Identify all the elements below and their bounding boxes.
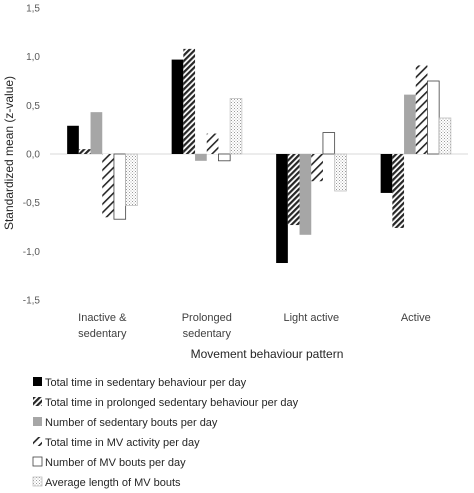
bar-white: [322, 132, 336, 155]
y-axis-ticks: -1,5 -1,0 -0,5 0,0 0,5 1,0 1,5: [23, 4, 41, 307]
y-tick-label: 1,5: [26, 4, 40, 15]
y-tick-label: 0,5: [26, 101, 40, 112]
bar-dense-diagonal: [392, 154, 405, 228]
bar-wide-diagonal: [311, 154, 323, 182]
bar-gray: [299, 154, 312, 235]
category-label: Light active: [283, 312, 339, 324]
bar-solid: [380, 154, 393, 193]
legend-swatch-dotted: [32, 476, 43, 487]
bar-wide-diagonal: [206, 133, 219, 154]
y-tick-label: -1,5: [23, 296, 41, 307]
y-tick-label: -1,0: [23, 247, 41, 258]
legend-label: Number of MV bouts per day: [45, 457, 186, 469]
y-tick-label: -0,5: [23, 198, 41, 209]
legend-label: Number of sedentary bouts per day: [45, 417, 218, 429]
category-label: sedentary: [78, 328, 127, 340]
bar-white: [218, 153, 231, 162]
category-label: Prolonged: [182, 312, 232, 324]
bar-white: [113, 153, 127, 220]
bar-dense-diagonal: [287, 154, 300, 226]
legend-swatch-dense-diagonal: [33, 397, 42, 406]
bar-gray: [404, 94, 416, 154]
legend-label: Total time in prolonged sedentary behavi…: [45, 397, 299, 409]
legend-label: Total time in sedentary behaviour per da…: [45, 377, 247, 389]
bar-gray: [90, 112, 103, 154]
y-axis-title: Standardized mean (z-value): [2, 76, 16, 230]
category-label: sedentary: [183, 328, 232, 340]
category-labels: Inactive & sedentary Prolonged sedentary Lig…: [78, 312, 431, 340]
legend-label: Total time in MV activity per day: [45, 437, 200, 449]
bar-dense-diagonal: [78, 149, 91, 154]
bar-gray: [195, 154, 207, 161]
bar-solid: [276, 154, 288, 264]
legend-swatch-white: [32, 456, 43, 467]
bar-dense-diagonal: [183, 48, 196, 154]
legend-swatch-gray: [33, 417, 42, 426]
bar-wide-diagonal: [415, 65, 428, 154]
bar-wide-diagonal: [102, 154, 114, 218]
bar-dotted: [438, 117, 452, 155]
bar-solid: [67, 125, 79, 154]
legend: Total time in sedentary behaviour per da…: [32, 377, 299, 489]
bar-dotted: [125, 153, 138, 206]
bar-dotted: [229, 98, 243, 155]
y-tick-label: 1,0: [26, 52, 40, 63]
legend-swatch-solid: [33, 377, 42, 386]
bar-solid: [171, 59, 184, 155]
legend-swatch-wide-diagonal: [33, 437, 42, 446]
bars: [67, 48, 452, 264]
x-axis-title: Movement behaviour pattern: [191, 347, 344, 361]
bar-dotted: [334, 153, 347, 192]
y-tick-label: 0,0: [26, 150, 40, 161]
bar-white: [427, 80, 440, 155]
category-label: Active: [401, 312, 431, 324]
legend-label: Average length of MV bouts: [45, 477, 181, 489]
category-label: Inactive &: [78, 312, 127, 324]
